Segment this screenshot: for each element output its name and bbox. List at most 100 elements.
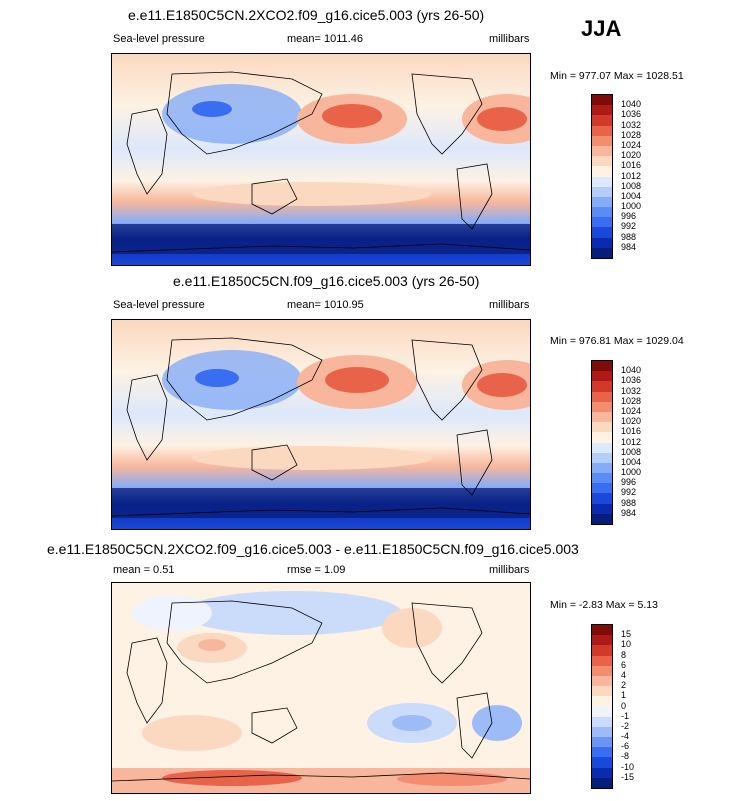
colorbar-level-label: 1020 [621,150,642,161]
colorbar-level-label: -8 [621,751,630,762]
colorbar-swatch [592,95,612,106]
panel-2-minmax: Min = 976.81 Max = 1029.04 [550,335,684,347]
panel-1-map [111,53,531,266]
colorbar-swatch [592,176,612,187]
panel-2-variable-label: Sea-level pressure [113,299,205,311]
colorbar-level-label: 988 [621,497,637,508]
panel-1-units-label: millibars [489,33,530,45]
panel-3-colorbar-swatches [592,625,612,788]
panel-2-units-label: millibars [489,299,530,311]
panel-2-mean-label: mean= 1010.95 [287,299,364,311]
colorbar-swatch [592,156,612,167]
colorbar-swatch [592,105,612,116]
colorbar-level-label: 1036 [621,109,642,120]
colorbar-swatch [592,361,612,372]
colorbar-level-label: 1028 [621,129,642,140]
panel-3-title: e.e11.E1850C5CN.2XCO2.f09_g16.cice5.003 … [47,541,579,557]
panel-1-minmax: Min = 977.07 Max = 1028.51 [550,70,684,82]
colorbar-level-label: 996 [621,211,637,222]
colorbar-swatch [592,706,612,717]
colorbar-level-label: 1024 [621,139,642,150]
colorbar-level-label: 6 [621,659,627,670]
colorbar-swatch [592,371,612,382]
colorbar-level-label: 1 [621,690,627,701]
season-label: JJA [581,16,622,41]
colorbar-level-label: 996 [621,477,637,488]
colorbar-level-label: -4 [621,731,630,742]
colorbar-level-label: -2 [621,720,630,731]
colorbar-level-label: 1040 [621,365,642,376]
colorbar-level-label: -10 [621,761,635,772]
colorbar-level-label: 1008 [621,446,642,457]
colorbar-level-label: 988 [621,231,637,242]
colorbar-swatch [592,716,612,727]
panel-2-colorbar-swatches [592,361,612,524]
colorbar-swatch [592,665,612,676]
panel-3-units-label: millibars [489,564,530,576]
colorbar-level-label: 1016 [621,426,642,437]
colorbar-level-label: 0 [621,700,627,711]
colorbar-level-label: 1036 [621,375,642,386]
colorbar-swatch [592,747,612,758]
colorbar-swatch [592,452,612,463]
colorbar-swatch [592,645,612,656]
colorbar-swatch [592,135,612,146]
colorbar-swatch [592,503,612,514]
colorbar-level-label: -1 [621,710,630,721]
colorbar-swatch [592,675,612,687]
colorbar-swatch [592,145,612,157]
colorbar-level-label: 1020 [621,416,642,427]
panel-3-map [111,582,531,794]
colorbar-swatch [592,726,612,738]
colorbar-swatch [592,442,612,453]
colorbar-level-label: 992 [621,487,637,498]
colorbar-swatch [592,237,612,248]
colorbar-level-label: 4 [621,669,627,680]
panel-3-map-svg [112,583,530,793]
colorbar-level-label: 1000 [621,467,642,478]
colorbar-swatch [592,777,612,788]
colorbar-swatch [592,125,612,136]
colorbar-swatch [592,655,612,666]
colorbar-swatch [592,247,612,258]
panel-1-mean-label: mean= 1011.46 [287,33,363,45]
colorbar-swatch [592,757,612,768]
colorbar-level-label: -6 [621,741,630,752]
colorbar-swatch [592,686,612,697]
colorbar-level-label: 1040 [621,99,642,110]
colorbar-swatch [592,186,612,197]
colorbar-swatch [592,391,612,402]
colorbar-swatch [592,493,612,504]
colorbar-swatch [592,767,612,778]
colorbar-level-label: 1008 [621,180,642,191]
colorbar-level-label: 1028 [621,395,642,406]
colorbar-level-label: 992 [621,221,637,232]
panel-3-minmax: Min = -2.83 Max = 5.13 [550,599,658,611]
colorbar-level-label: 1024 [621,405,642,416]
panel-3-colorbar [591,624,613,789]
panel-2-map-svg [112,320,530,529]
colorbar-level-label: 15 [621,629,632,640]
colorbar-swatch [592,696,612,707]
colorbar-level-label: 1000 [621,201,642,212]
colorbar-swatch [592,227,612,238]
colorbar-level-label: 1032 [621,385,642,396]
panel-1-variable-label: Sea-level pressure [113,33,205,45]
colorbar-swatch [592,207,612,218]
colorbar-swatch [592,462,612,474]
panel-3-mean-label: mean = 0.51 [113,564,175,576]
colorbar-level-label: 1004 [621,190,642,201]
colorbar-level-label: 1012 [621,170,642,181]
colorbar-swatch [592,513,612,524]
panel-2-map [111,319,531,530]
panel-1-colorbar-swatches [592,95,612,258]
colorbar-level-label: 1032 [621,119,642,130]
colorbar-swatch [592,411,612,423]
colorbar-level-label: 984 [621,507,637,518]
colorbar-level-label: 1016 [621,160,642,171]
colorbar-swatch [592,483,612,494]
colorbar-level-label: 10 [621,639,632,650]
colorbar-level-label: 1012 [621,436,642,447]
colorbar-swatch [592,737,612,748]
colorbar-swatch [592,196,612,208]
